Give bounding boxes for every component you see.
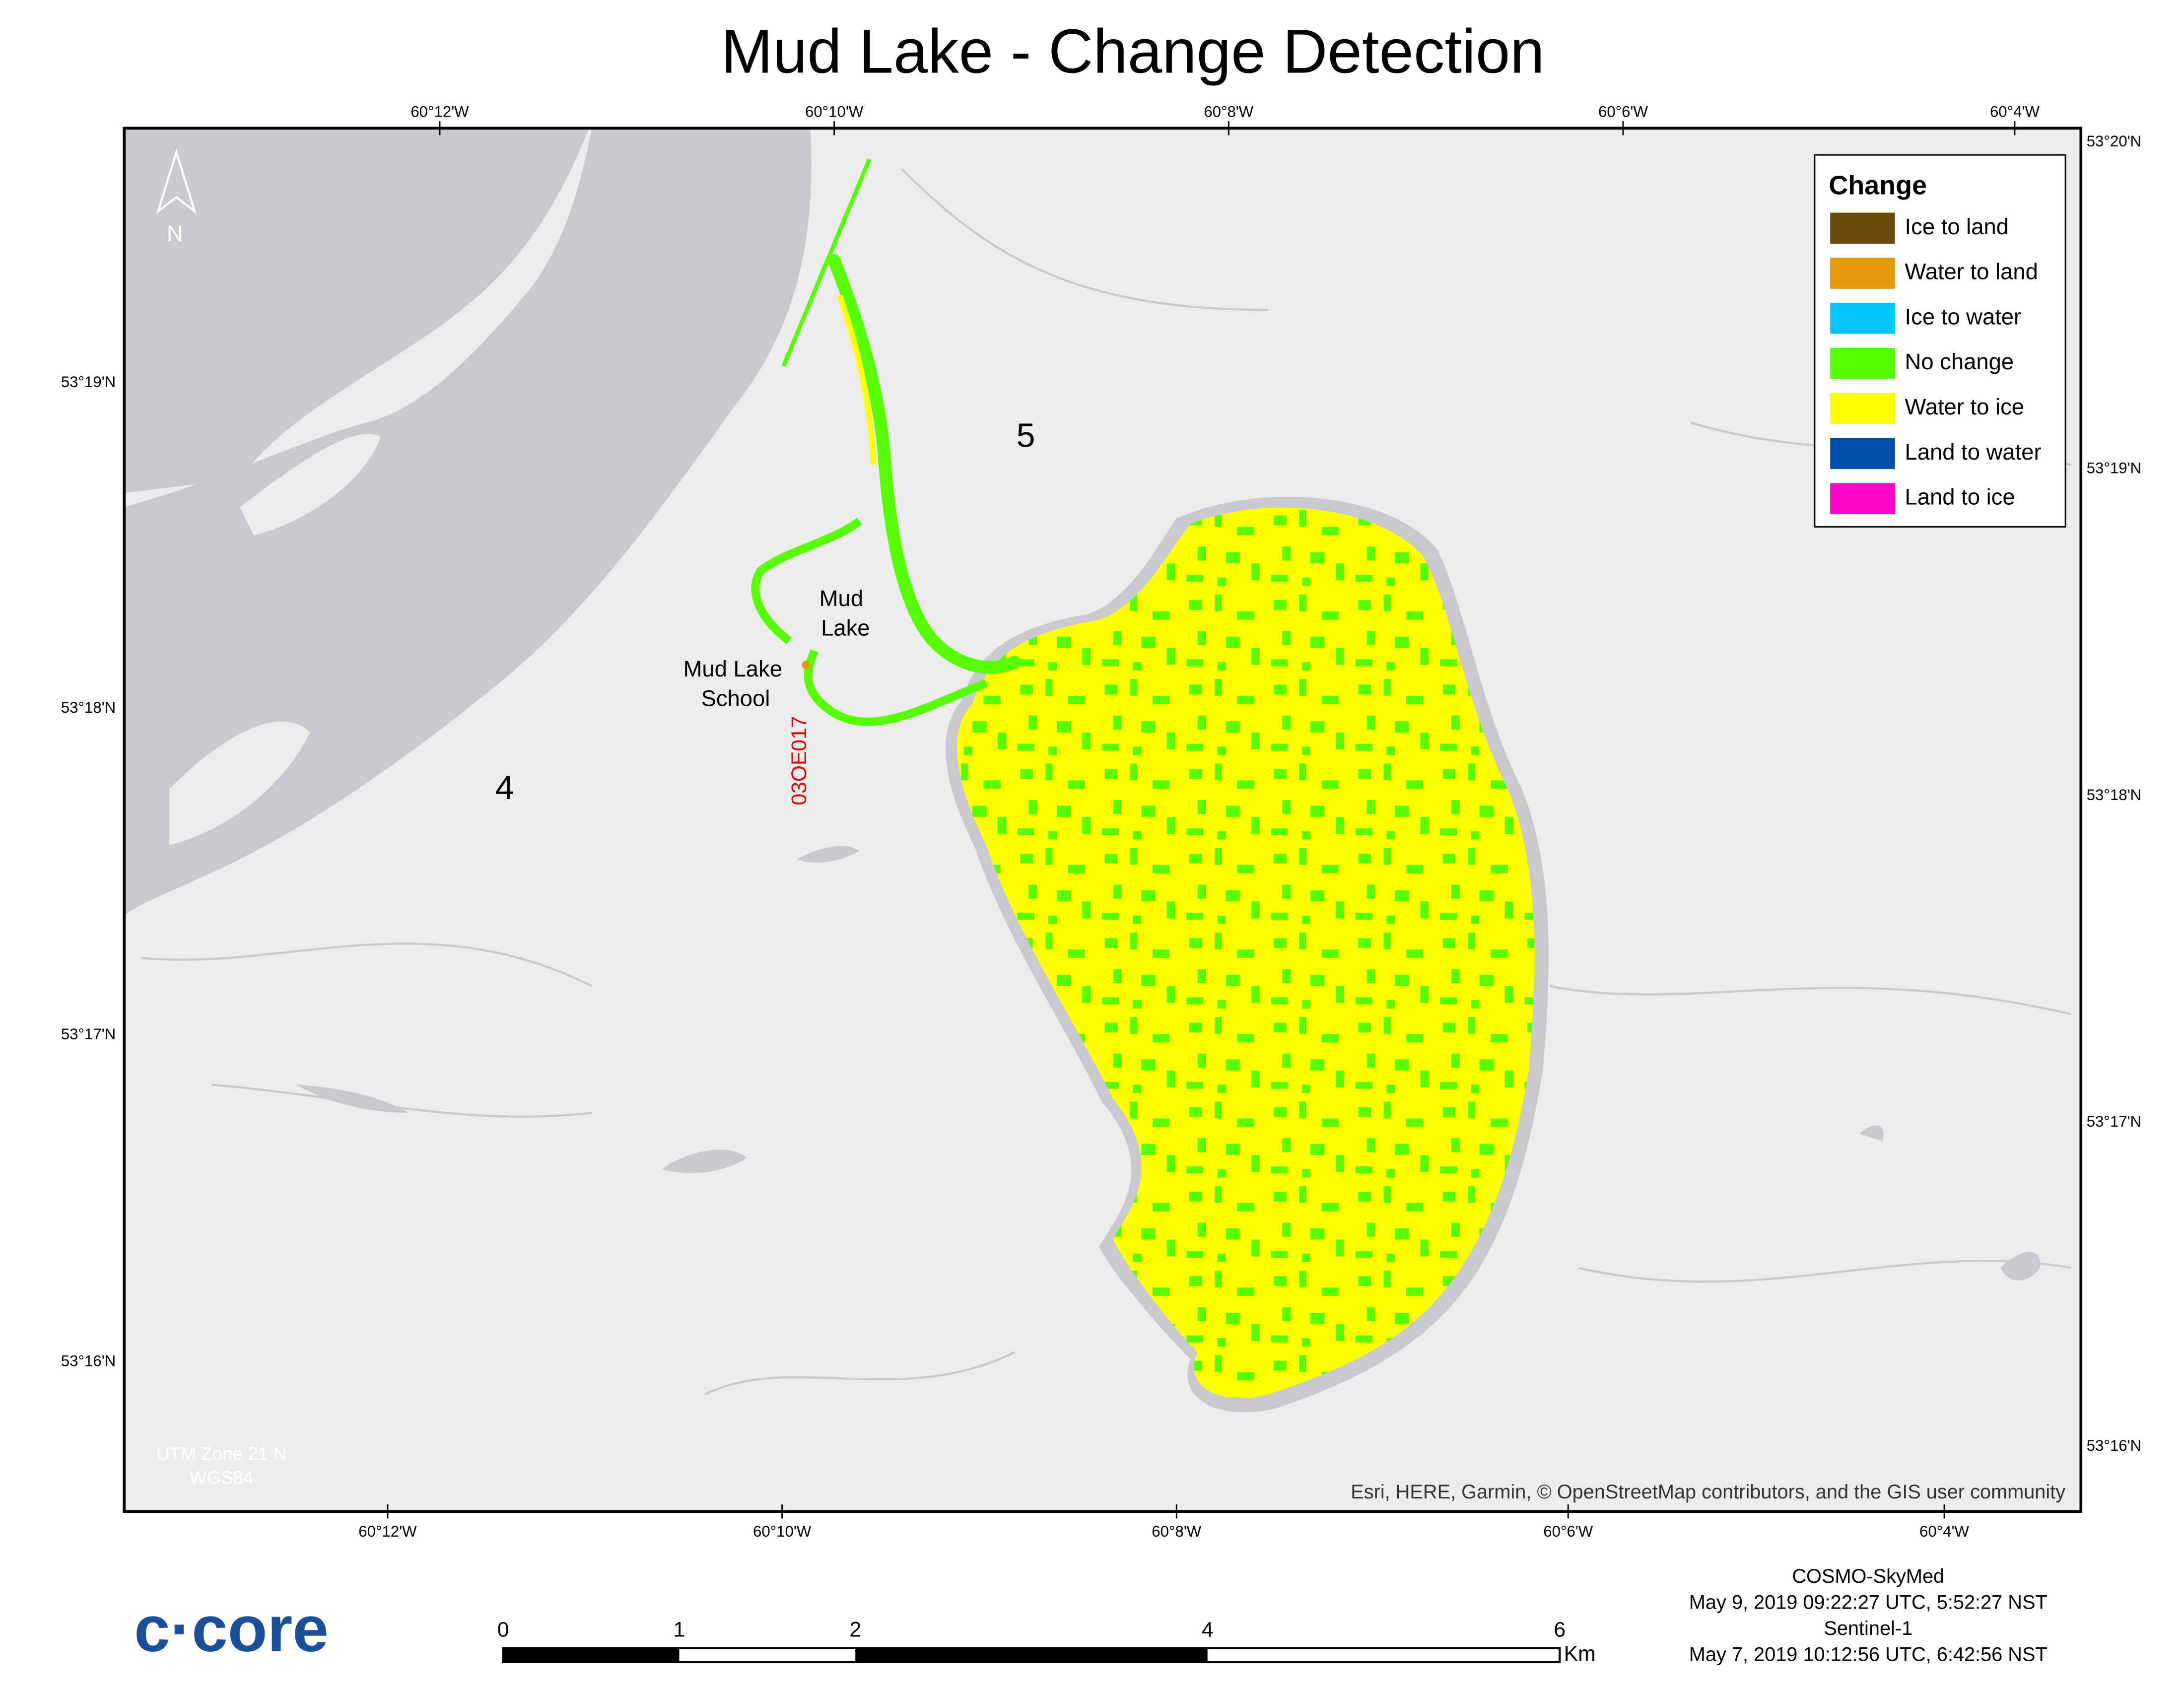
latitude-label: 53°16'N bbox=[2087, 1437, 2141, 1454]
station-label: 03OE017 bbox=[787, 716, 811, 806]
legend-swatch bbox=[1830, 438, 1895, 470]
scale-bar-segment bbox=[503, 1648, 680, 1655]
legend-label: Land to water bbox=[1905, 439, 2042, 465]
legend-swatch bbox=[1830, 258, 1895, 289]
projection: UTM Zone 21 N bbox=[156, 1443, 286, 1464]
latitude-label: 53°19'N bbox=[2087, 459, 2141, 476]
attribution: Esri, HERE, Garmin, © OpenStreetMap cont… bbox=[1351, 1481, 2065, 1503]
basemap bbox=[124, 128, 2081, 1512]
longitude-label: 60°12'W bbox=[410, 103, 469, 120]
transect bbox=[781, 158, 872, 367]
channel bbox=[827, 254, 1021, 674]
title: Mud Lake - Change Detection bbox=[721, 17, 1545, 86]
latitude-label: 53°17'N bbox=[61, 1025, 116, 1043]
legend: Change Ice to land Water to land Ice to wa… bbox=[1814, 154, 2066, 528]
scale-bar: 0 1 2 4 6Km bbox=[497, 1618, 1596, 1666]
legend-label: Land to ice bbox=[1905, 484, 2015, 510]
place-label: School bbox=[701, 686, 770, 711]
station-marker bbox=[802, 661, 811, 670]
scale-bar-unit: Km bbox=[1564, 1642, 1596, 1666]
longitude-label: 60°4'W bbox=[1919, 1523, 1969, 1540]
source-text: May 9, 2019 09:22:27 UTC, 5:52:27 NST bbox=[1689, 1592, 2048, 1614]
source-text: May 7, 2019 10:12:56 UTC, 6:42:56 NST bbox=[1689, 1644, 2048, 1666]
scale-bar-label: 4 bbox=[1202, 1618, 1214, 1642]
streams bbox=[141, 168, 2071, 1396]
longitude-label: 60°6'W bbox=[1543, 1523, 1593, 1540]
legend-title: Change bbox=[1829, 171, 1927, 201]
north-label: N bbox=[167, 221, 183, 246]
longitude-label: 60°8'W bbox=[1204, 103, 1253, 120]
source-text: COSMO-SkyMed bbox=[1792, 1565, 1944, 1587]
longitude-label: 60°4'W bbox=[1990, 103, 2040, 120]
legend-swatch bbox=[1830, 348, 1895, 379]
latitude-label: 53°20'N bbox=[2087, 133, 2141, 150]
river bbox=[124, 128, 812, 916]
latitude-label: 53°16'N bbox=[61, 1352, 116, 1370]
latitude-label: 53°17'N bbox=[2087, 1113, 2141, 1130]
scale-bar-segment bbox=[855, 1648, 1208, 1662]
legend-swatch bbox=[1830, 483, 1895, 514]
scale-bar-label: 1 bbox=[674, 1618, 685, 1642]
scale-bar-label: 2 bbox=[849, 1618, 861, 1642]
legend-swatch bbox=[1830, 212, 1895, 244]
latitude-label: 53°18'N bbox=[2087, 786, 2141, 804]
longitude-label: 60°6'W bbox=[1598, 103, 1648, 120]
zone-label: 5 bbox=[1017, 417, 1035, 455]
legend-label: Water to ice bbox=[1905, 394, 2024, 419]
lake-label: Lake bbox=[821, 615, 870, 641]
logo: c·core bbox=[134, 1593, 329, 1665]
channel-loop bbox=[751, 518, 988, 726]
longitude-label: 60°12'W bbox=[358, 1523, 417, 1540]
projection: WGS84 bbox=[190, 1468, 254, 1488]
channel-ice bbox=[837, 295, 877, 465]
longitude-label: 60°10'W bbox=[753, 1523, 812, 1540]
longitude-label: 60°8'W bbox=[1152, 1523, 1201, 1540]
legend-swatch bbox=[1830, 393, 1895, 424]
lake-label: Mud bbox=[819, 586, 863, 611]
legend-label: Water to land bbox=[1905, 259, 2038, 284]
legend-label: Ice to land bbox=[1905, 214, 2009, 239]
source-text: Sentinel-1 bbox=[1824, 1618, 1912, 1639]
lake bbox=[956, 507, 1535, 1399]
longitude-label: 60°10'W bbox=[805, 103, 864, 120]
latitude-label: 53°18'N bbox=[61, 699, 116, 716]
north-arrow bbox=[156, 148, 197, 214]
zone-label: 4 bbox=[495, 769, 514, 807]
legend-label: No change bbox=[1905, 349, 2014, 374]
legend-label: Ice to water bbox=[1905, 304, 2022, 329]
latitude-label: 53°19'N bbox=[61, 373, 116, 391]
legend-swatch bbox=[1830, 303, 1895, 334]
scale-bar-label: 0 bbox=[497, 1618, 509, 1642]
river-island bbox=[169, 434, 381, 845]
legend-box bbox=[1814, 154, 2066, 528]
map-frame bbox=[123, 127, 2083, 1513]
scale-bar-label: 6 bbox=[1554, 1618, 1566, 1642]
place-label: Mud Lake bbox=[683, 656, 782, 681]
